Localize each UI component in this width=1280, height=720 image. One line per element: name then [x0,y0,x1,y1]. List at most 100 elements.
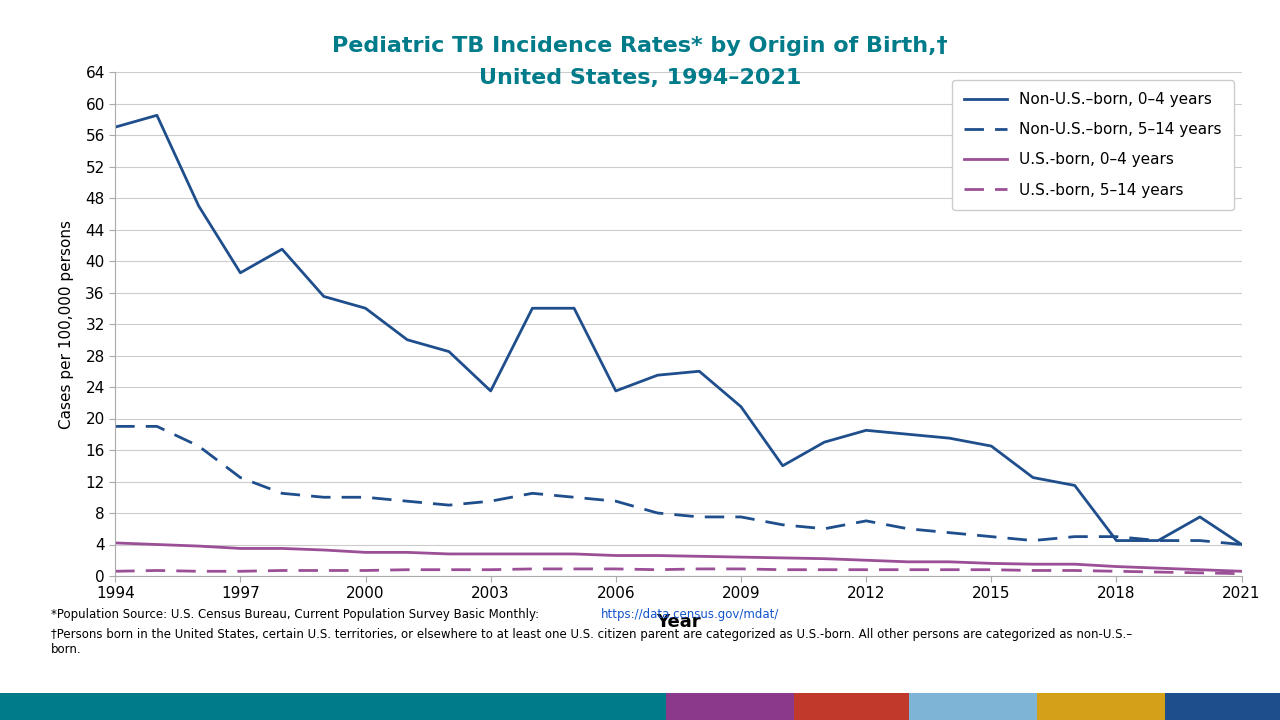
Non-U.S.–born, 0–4 years [733,402,749,411]
Non-U.S.–born, 0–4 years [1234,540,1249,549]
U.S.-born, 0–4 years [650,552,666,560]
Non-U.S.–born, 0–4 years [1108,536,1124,545]
U.S.-born, 0–4 years [274,544,289,553]
U.S.-born, 0–4 years [150,540,165,549]
U.S.-born, 5–14 years [1108,567,1124,575]
Text: †Persons born in the United States, certain U.S. territories, or elsewhere to at: †Persons born in the United States, cert… [51,628,1133,656]
U.S.-born, 5–14 years [1234,570,1249,578]
Text: https://data.census.gov/mdat/: https://data.census.gov/mdat/ [600,608,780,621]
U.S.-born, 0–4 years [1192,565,1207,574]
U.S.-born, 5–14 years [150,566,165,575]
U.S.-born, 5–14 years [1068,566,1083,575]
U.S.-born, 0–4 years [1025,560,1041,569]
Non-U.S.–born, 0–4 years [774,462,790,470]
Non-U.S.–born, 5–14 years [1234,540,1249,549]
U.S.-born, 5–14 years [1151,568,1166,577]
Non-U.S.–born, 5–14 years [1151,536,1166,545]
U.S.-born, 0–4 years [859,556,874,564]
Non-U.S.–born, 0–4 years [399,336,415,344]
Non-U.S.–born, 5–14 years [650,508,666,517]
Non-U.S.–born, 5–14 years [691,513,707,521]
U.S.-born, 5–14 years [983,565,998,574]
Non-U.S.–born, 0–4 years [1192,513,1207,521]
Non-U.S.–born, 0–4 years [1025,473,1041,482]
U.S.-born, 5–14 years [483,565,498,574]
Non-U.S.–born, 5–14 years [1108,532,1124,541]
U.S.-born, 0–4 years [399,548,415,557]
U.S.-born, 5–14 years [316,566,332,575]
Line: Non-U.S.–born, 0–4 years: Non-U.S.–born, 0–4 years [115,115,1242,544]
U.S.-born, 0–4 years [108,539,123,547]
U.S.-born, 0–4 years [316,546,332,554]
Non-U.S.–born, 5–14 years [150,422,165,431]
U.S.-born, 0–4 years [483,549,498,558]
Non-U.S.–born, 5–14 years [316,493,332,502]
Non-U.S.–born, 5–14 years [191,442,206,451]
U.S.-born, 5–14 years [233,567,248,575]
U.S.-born, 5–14 years [191,567,206,575]
Non-U.S.–born, 5–14 years [817,524,832,533]
U.S.-born, 0–4 years [191,541,206,550]
Non-U.S.–born, 0–4 years [358,304,374,312]
Non-U.S.–born, 0–4 years [567,304,582,312]
Line: U.S.-born, 0–4 years: U.S.-born, 0–4 years [115,543,1242,571]
Line: Non-U.S.–born, 5–14 years: Non-U.S.–born, 5–14 years [115,426,1242,544]
Non-U.S.–born, 5–14 years [274,489,289,498]
Non-U.S.–born, 0–4 years [859,426,874,435]
Non-U.S.–born, 5–14 years [983,532,998,541]
Non-U.S.–born, 5–14 years [358,493,374,502]
Non-U.S.–born, 5–14 years [567,493,582,502]
Non-U.S.–born, 0–4 years [1068,481,1083,490]
U.S.-born, 0–4 years [817,554,832,563]
Non-U.S.–born, 0–4 years [191,202,206,210]
Y-axis label: Cases per 100,000 persons: Cases per 100,000 persons [59,220,74,428]
Non-U.S.–born, 0–4 years [817,438,832,446]
Non-U.S.–born, 5–14 years [525,489,540,498]
Non-U.S.–born, 5–14 years [942,528,957,537]
U.S.-born, 5–14 years [650,565,666,574]
Non-U.S.–born, 5–14 years [774,521,790,529]
U.S.-born, 5–14 years [774,565,790,574]
U.S.-born, 5–14 years [691,564,707,573]
U.S.-born, 0–4 years [900,557,915,566]
U.S.-born, 5–14 years [399,565,415,574]
U.S.-born, 0–4 years [567,549,582,558]
U.S.-born, 0–4 years [691,552,707,561]
U.S.-born, 5–14 years [900,565,915,574]
Text: Pediatric TB Incidence Rates* by Origin of Birth,†: Pediatric TB Incidence Rates* by Origin … [333,36,947,56]
Non-U.S.–born, 5–14 years [233,473,248,482]
Non-U.S.–born, 0–4 years [108,123,123,132]
Non-U.S.–born, 5–14 years [1025,536,1041,545]
U.S.-born, 0–4 years [442,549,457,558]
U.S.-born, 0–4 years [358,548,374,557]
Non-U.S.–born, 0–4 years [274,245,289,253]
Non-U.S.–born, 0–4 years [483,387,498,395]
Non-U.S.–born, 0–4 years [608,387,623,395]
U.S.-born, 5–14 years [274,566,289,575]
Non-U.S.–born, 5–14 years [900,524,915,533]
U.S.-born, 0–4 years [233,544,248,553]
U.S.-born, 5–14 years [525,564,540,573]
Non-U.S.–born, 0–4 years [650,371,666,379]
Non-U.S.–born, 0–4 years [150,111,165,120]
Non-U.S.–born, 5–14 years [859,516,874,525]
Non-U.S.–born, 0–4 years [316,292,332,301]
Non-U.S.–born, 5–14 years [108,422,123,431]
U.S.-born, 5–14 years [817,565,832,574]
U.S.-born, 5–14 years [1192,569,1207,577]
U.S.-born, 5–14 years [859,565,874,574]
U.S.-born, 0–4 years [1234,567,1249,575]
Non-U.S.–born, 0–4 years [233,269,248,277]
Text: United States, 1994–2021: United States, 1994–2021 [479,68,801,89]
U.S.-born, 5–14 years [942,565,957,574]
U.S.-born, 5–14 years [733,564,749,573]
U.S.-born, 0–4 years [942,557,957,566]
Non-U.S.–born, 5–14 years [1192,536,1207,545]
U.S.-born, 5–14 years [358,566,374,575]
Non-U.S.–born, 0–4 years [1151,536,1166,545]
Non-U.S.–born, 0–4 years [983,442,998,451]
Non-U.S.–born, 5–14 years [608,497,623,505]
U.S.-born, 5–14 years [608,564,623,573]
U.S.-born, 0–4 years [733,553,749,562]
Text: *Population Source: U.S. Census Bureau, Current Population Survey Basic Monthly:: *Population Source: U.S. Census Bureau, … [51,608,543,621]
